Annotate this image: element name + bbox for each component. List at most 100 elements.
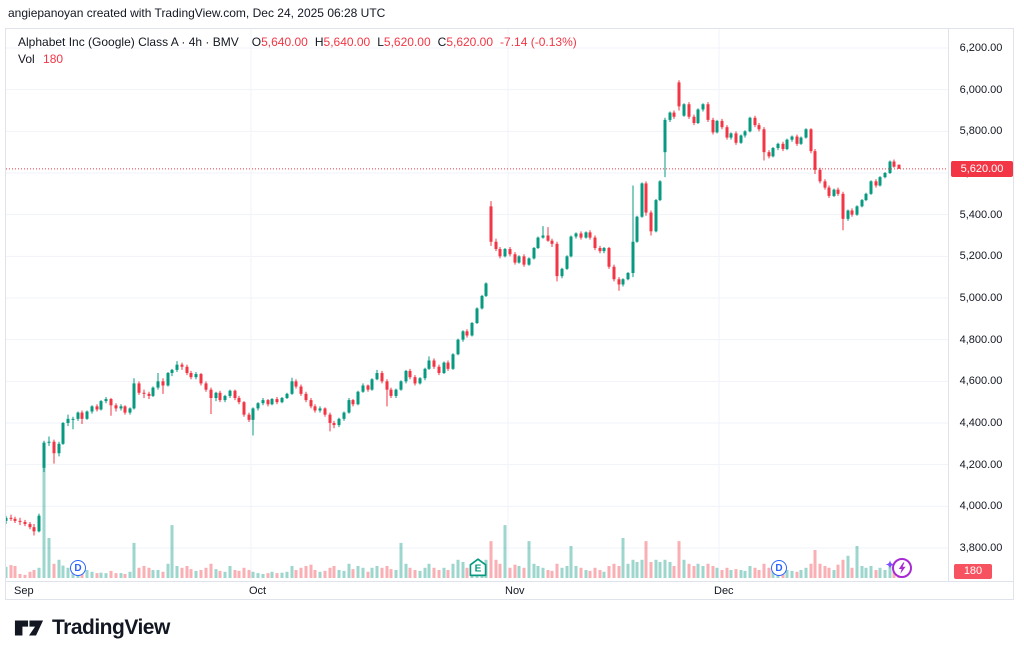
candle-body (290, 381, 294, 394)
volume-bar (199, 570, 203, 578)
volume-bar (795, 571, 799, 578)
candle-body (701, 104, 705, 110)
candle-body (640, 183, 644, 217)
volume-bar (328, 567, 332, 578)
volume-bar (729, 570, 733, 578)
candle-body (711, 119, 715, 133)
lightning-bolt-glyph (898, 562, 906, 574)
price-scale-label: 5,400.00 (959, 208, 1003, 221)
candle-body (527, 258, 531, 265)
candle-body (593, 237, 597, 248)
volume-bar (517, 566, 521, 578)
volume-bar (725, 567, 729, 578)
volume-bar (546, 570, 550, 578)
candle-body (104, 399, 108, 402)
dividend-icon[interactable]: D (771, 560, 787, 576)
candle-body (228, 390, 232, 396)
svg-text:E: E (475, 564, 482, 575)
candle-body (850, 210, 854, 215)
legend-low-value: 5,620.00 (383, 35, 431, 49)
candle-body (762, 129, 766, 153)
candle-body (375, 373, 379, 380)
legend-row-volume: Vol 180 (18, 51, 577, 68)
volume-bar (47, 538, 51, 578)
volume-bar (95, 573, 99, 578)
candle-body (80, 412, 84, 419)
volume-bar (864, 567, 868, 578)
volume-bar (119, 573, 123, 578)
volume-bar (147, 567, 151, 578)
legend-symbol-title[interactable]: Alphabet Inc (Google) Class A · 4h · BMV (18, 35, 239, 49)
volume-bar (180, 567, 184, 578)
candle-body (42, 442, 46, 468)
candle-body (280, 398, 284, 403)
volume-bar (342, 570, 346, 578)
volume-bar (612, 563, 616, 578)
candle-body (470, 323, 474, 336)
candle-body (32, 527, 36, 532)
volume-bar (104, 573, 108, 578)
candle-body (309, 400, 313, 407)
volume-bar (846, 555, 850, 578)
volume-bar (151, 570, 155, 578)
candle-body (180, 364, 184, 367)
candle-body (785, 139, 789, 150)
candle-body (569, 236, 573, 257)
volume-bar (878, 567, 882, 578)
candle-body (328, 414, 332, 423)
volume-bar (251, 571, 255, 578)
candle-body (827, 187, 831, 196)
candle-body (304, 393, 308, 401)
volume-bar (888, 566, 892, 578)
earnings-icon[interactable]: E (469, 558, 487, 582)
volume-bar (356, 566, 360, 578)
candle-body (52, 441, 56, 454)
volume-bar (204, 567, 208, 578)
candle-body (137, 383, 141, 393)
volume-bar (579, 567, 583, 578)
dividend-icon[interactable]: D (70, 560, 86, 576)
candle-body (672, 112, 676, 117)
volume-bar (175, 566, 179, 578)
candle-body (503, 249, 507, 257)
volume-bar (323, 570, 327, 578)
volume-bar (874, 570, 878, 578)
time-scale-label-dec: Dec (714, 585, 734, 597)
candle-body (394, 389, 398, 396)
candle-body (389, 389, 393, 396)
volume-bar (827, 567, 831, 578)
candle-body (635, 216, 639, 242)
volume-bar (32, 570, 36, 578)
candle-body (204, 383, 208, 390)
candle-body (753, 117, 757, 126)
volume-bar (18, 574, 22, 578)
candle-body (607, 248, 611, 267)
volume-bar (366, 571, 370, 578)
candle-body (432, 360, 436, 367)
candle-body (61, 423, 65, 444)
candle-body (342, 412, 346, 419)
volume-bar (385, 566, 389, 578)
volume-bar (757, 570, 761, 578)
candle-body (813, 151, 817, 170)
candle-body (823, 181, 827, 188)
candle-body (626, 273, 630, 280)
volume-bar (294, 570, 298, 578)
tradingview-logo[interactable]: TradingView (14, 616, 170, 640)
candle-body (347, 400, 351, 413)
lightning-icon[interactable] (883, 556, 913, 585)
volume-bar (569, 546, 573, 578)
candle-body (142, 392, 146, 394)
candle-body (442, 362, 446, 373)
candle-body (151, 387, 155, 396)
volume-bar (489, 541, 493, 578)
volume-bar (883, 570, 887, 578)
volume-bar (399, 542, 403, 578)
time-scale-label-oct: Oct (249, 585, 267, 597)
candle-body (418, 378, 422, 384)
price-pane[interactable] (6, 29, 1013, 599)
candle-body (860, 200, 864, 207)
volume-bar (161, 571, 165, 578)
volume-bar (13, 566, 17, 578)
volume-bar (418, 570, 422, 578)
